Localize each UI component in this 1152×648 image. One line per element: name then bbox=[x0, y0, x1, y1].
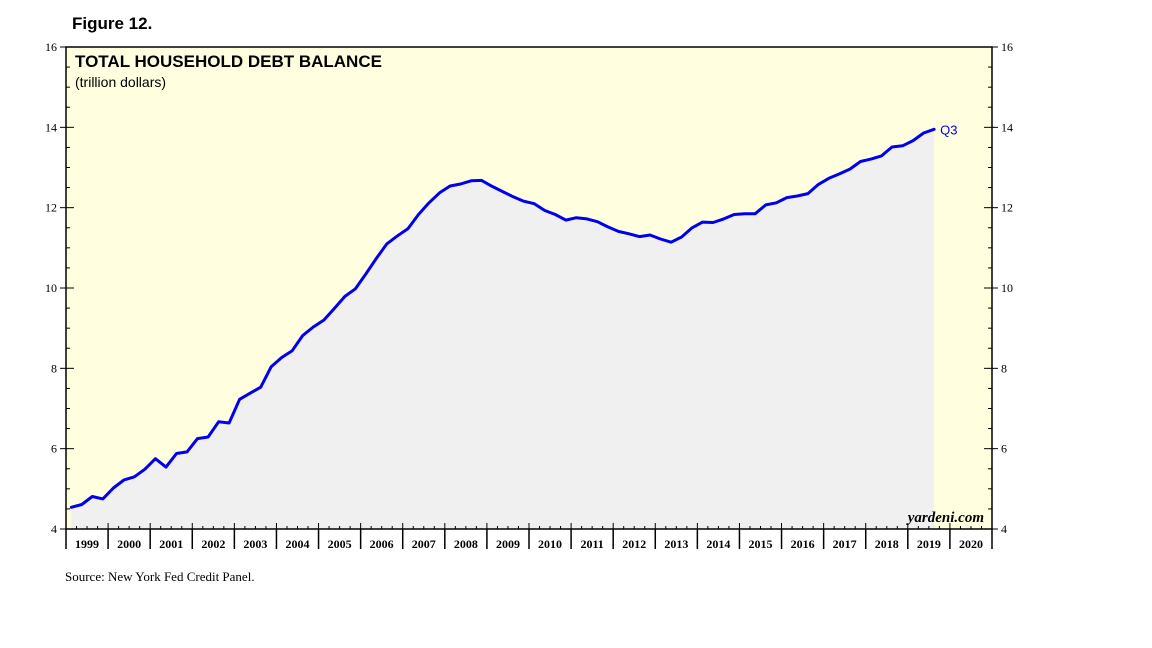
y-axis-left: 4 6 8 10 12 14 16 bbox=[45, 40, 74, 536]
y-tick-label-left: 14 bbox=[45, 120, 57, 134]
x-tick-label: 2009 bbox=[496, 537, 520, 551]
x-tick-label: 2020 bbox=[959, 537, 983, 551]
y-tick-label-right: 14 bbox=[1001, 120, 1013, 134]
y-tick-label-right: 8 bbox=[1001, 361, 1007, 375]
y-tick-label-right: 12 bbox=[1001, 201, 1013, 215]
end-label: Q3 bbox=[940, 122, 957, 137]
x-axis: 1999 2000 2001 2002 2003 2004 2005 2006 2007 2008… bbox=[65, 523, 993, 551]
x-tick-label: 2000 bbox=[117, 537, 141, 551]
y-tick-label-left: 6 bbox=[51, 442, 57, 456]
x-tick-label: 2016 bbox=[791, 537, 815, 551]
plot-frame bbox=[65, 46, 993, 530]
y-tick-label-left: 4 bbox=[51, 522, 57, 536]
x-tick-label: 2012 bbox=[622, 537, 646, 551]
area-fill bbox=[71, 129, 935, 530]
y-tick-label-right: 16 bbox=[1001, 40, 1013, 54]
chart-subtitle: (trillion dollars) bbox=[75, 74, 166, 90]
x-tick-label: 2017 bbox=[833, 537, 857, 551]
x-tick-label: 2006 bbox=[370, 537, 394, 551]
series-line bbox=[69, 127, 936, 509]
x-tick-label: 1999 bbox=[75, 537, 99, 551]
x-tick-label: 2013 bbox=[664, 537, 688, 551]
x-tick-label: 2002 bbox=[201, 537, 225, 551]
y-tick-label-right: 4 bbox=[1001, 522, 1007, 536]
x-tick-label: 2007 bbox=[412, 537, 436, 551]
x-tick-label: 2004 bbox=[286, 537, 310, 551]
x-tick-label: 2014 bbox=[706, 537, 730, 551]
x-tick-label: 2018 bbox=[875, 537, 899, 551]
x-tick-label: 2011 bbox=[580, 537, 603, 551]
figure-label: Figure 12. bbox=[72, 14, 153, 33]
y-tick-label-left: 10 bbox=[45, 281, 57, 295]
y-tick-label-right: 6 bbox=[1001, 442, 1007, 456]
watermark: yardeni.com bbox=[906, 510, 984, 526]
source-note: Source: New York Fed Credit Panel. bbox=[65, 569, 255, 584]
y-tick-label-left: 16 bbox=[45, 40, 57, 54]
y-axis-right: 4 6 8 10 12 14 16 bbox=[984, 40, 1013, 536]
x-tick-label: 2008 bbox=[454, 537, 478, 551]
x-tick-label: 2019 bbox=[917, 537, 941, 551]
y-tick-label-left: 12 bbox=[45, 201, 57, 215]
y-tick-label-right: 10 bbox=[1001, 281, 1013, 295]
x-tick-label: 2010 bbox=[538, 537, 562, 551]
x-tick-label: 2003 bbox=[243, 537, 267, 551]
x-tick-label: 2001 bbox=[159, 537, 183, 551]
chart-title: TOTAL HOUSEHOLD DEBT BALANCE bbox=[75, 52, 382, 71]
x-tick-label: 2005 bbox=[328, 537, 352, 551]
y-tick-label-left: 8 bbox=[51, 361, 57, 375]
x-tick-label: 2015 bbox=[749, 537, 773, 551]
